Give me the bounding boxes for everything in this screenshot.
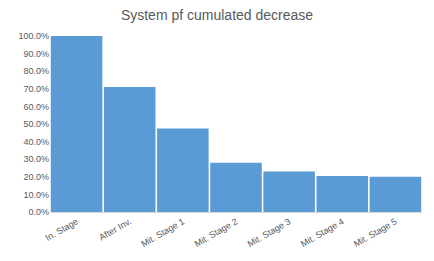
svg-text:In. Stage: In. Stage [44, 216, 80, 243]
svg-text:System pf cumulated decrease: System pf cumulated decrease [121, 7, 313, 23]
svg-text:After Inv.: After Inv. [97, 216, 133, 242]
svg-text:30.0%: 30.0% [23, 154, 49, 164]
svg-text:90.0%: 90.0% [23, 49, 49, 59]
svg-text:40.0%: 40.0% [23, 137, 49, 147]
svg-text:0.0%: 0.0% [28, 207, 49, 217]
svg-text:80.0%: 80.0% [23, 66, 49, 76]
svg-text:100.0%: 100.0% [18, 31, 49, 41]
svg-text:Mit. Stage 1: Mit. Stage 1 [140, 216, 187, 249]
svg-text:50.0%: 50.0% [23, 119, 49, 129]
svg-text:Mit. Stage 2: Mit. Stage 2 [193, 216, 240, 249]
svg-text:Mit. Stage 5: Mit. Stage 5 [352, 216, 399, 249]
svg-text:70.0%: 70.0% [23, 84, 49, 94]
svg-text:Mit. Stage 4: Mit. Stage 4 [299, 216, 346, 249]
svg-text:10.0%: 10.0% [23, 190, 49, 200]
svg-text:Mit. Stage 3: Mit. Stage 3 [246, 216, 293, 249]
svg-text:20.0%: 20.0% [23, 172, 49, 182]
svg-text:60.0%: 60.0% [23, 102, 49, 112]
